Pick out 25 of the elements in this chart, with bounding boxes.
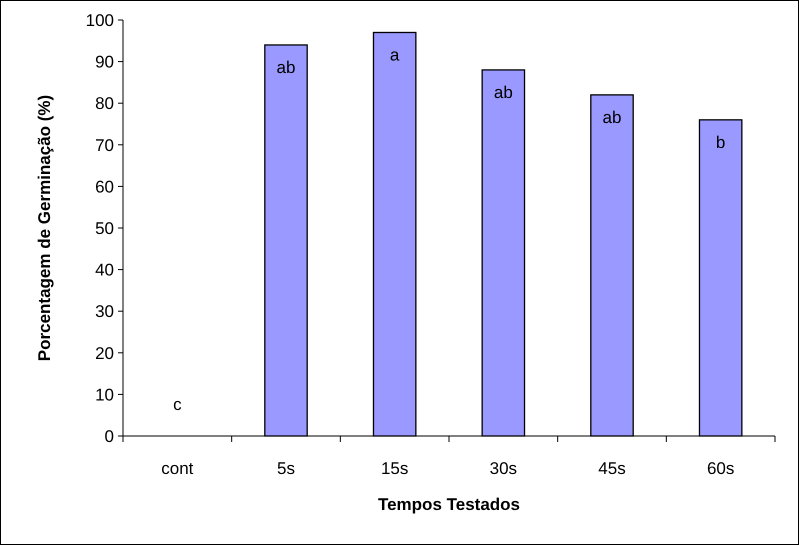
x-tick-label: 15s bbox=[380, 459, 408, 478]
x-tick-label: cont bbox=[161, 459, 194, 478]
y-tick-label: 10 bbox=[95, 385, 114, 404]
y-tick-label: 40 bbox=[95, 260, 114, 280]
x-tick-label: 5s bbox=[277, 459, 295, 478]
y-tick-label: 30 bbox=[95, 302, 114, 322]
x-tick-label: 30s bbox=[490, 459, 518, 478]
y-tick-label: 80 bbox=[95, 94, 114, 114]
y-tick-label: 70 bbox=[95, 136, 114, 155]
annotation: c bbox=[173, 394, 182, 414]
annotation: ab bbox=[602, 108, 622, 127]
y-tick-label: 20 bbox=[95, 344, 114, 363]
annotation: ab bbox=[494, 82, 513, 102]
y-axis-title: Porcentagem de Germinação (%) bbox=[35, 94, 54, 362]
annotation: ab bbox=[276, 58, 296, 77]
y-tick-label: 100 bbox=[86, 10, 114, 30]
y-tick-label: 0 bbox=[104, 426, 114, 446]
annotation: b bbox=[716, 132, 726, 152]
x-tick-label: 60s bbox=[706, 459, 734, 478]
x-tick-label: 45s bbox=[598, 459, 626, 478]
y-tick-label: 90 bbox=[95, 52, 114, 72]
annotation: a bbox=[390, 45, 400, 64]
x-axis-title: Tempos Testados bbox=[378, 495, 520, 514]
y-tick-label: 60 bbox=[95, 177, 114, 196]
y-tick-label: 50 bbox=[95, 218, 114, 238]
